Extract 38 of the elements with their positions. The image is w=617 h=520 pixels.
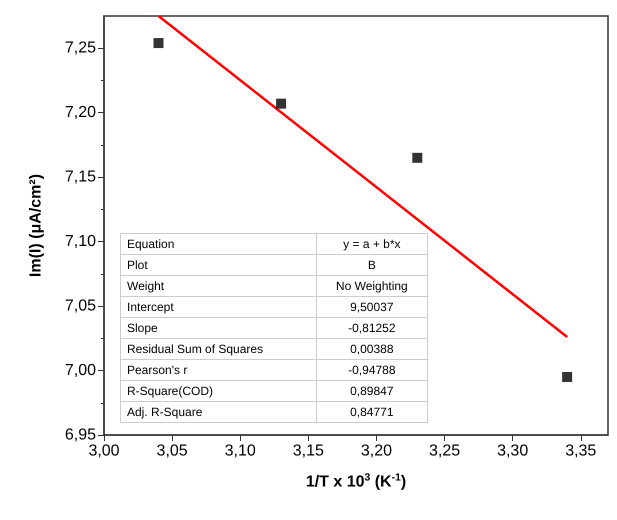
annotation: Slope xyxy=(120,318,316,338)
y-tick-label: 7,05 xyxy=(64,298,96,315)
annotation: Residual Sum of Squares xyxy=(120,338,316,360)
x-tick-label: 3,25 xyxy=(428,442,460,460)
x-tick-label: 3,00 xyxy=(88,442,120,460)
y-tick-label: 6,95 xyxy=(64,426,96,444)
point xyxy=(153,38,164,48)
annotation: Intercept xyxy=(120,296,316,318)
x-tick-label: 3,20 xyxy=(360,442,392,460)
y-tick-label: 7,20 xyxy=(64,104,96,122)
point xyxy=(412,152,422,163)
point xyxy=(562,372,572,382)
annotation: -0,94788 xyxy=(316,360,428,380)
annotation: Adj. R-Square xyxy=(120,402,316,422)
annotation: Pearson's r xyxy=(120,360,316,380)
x-tick-label: 3,15 xyxy=(292,442,324,460)
x-tick-label: 3,35 xyxy=(565,442,596,460)
y-tick-label: 7,10 xyxy=(64,233,96,250)
point xyxy=(276,98,286,109)
y-tick-label: 7,00 xyxy=(64,362,96,380)
x-tick-label: 3,10 xyxy=(224,442,256,460)
annotation: Plot xyxy=(120,254,316,276)
x-tick-label: 3,30 xyxy=(497,442,528,460)
annotation: No Weighting xyxy=(316,276,428,296)
y-tick-label: 7,25 xyxy=(64,40,96,57)
annotation: y = a + b*x xyxy=(316,234,428,254)
x-tick-label: 3,05 xyxy=(156,442,188,460)
annotation: -0,81252 xyxy=(316,318,428,338)
annotation: 0,84771 xyxy=(316,402,428,422)
annotation: R-Square(COD) xyxy=(120,380,316,402)
y-tick-label: 7,15 xyxy=(64,168,96,186)
annotation: B xyxy=(316,254,428,276)
annotation: 9,50037 xyxy=(316,296,428,318)
annotation: Equation xyxy=(120,234,316,254)
annotation: 0,89847 xyxy=(316,380,428,402)
y-axis-title: Im(I) (μA/cm²) xyxy=(28,174,44,278)
annotation: Weight xyxy=(120,276,316,296)
annotation: 0,00388 xyxy=(316,338,428,360)
